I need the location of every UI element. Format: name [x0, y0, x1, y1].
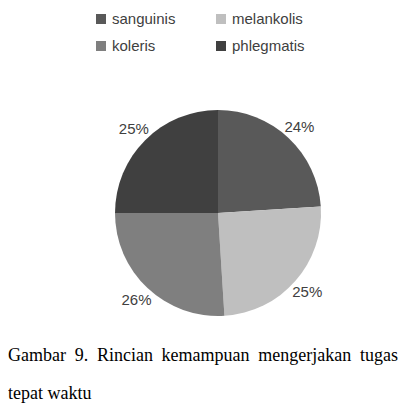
html-text:koleris: koleris	[112, 37, 156, 54]
svg-text:24%: 24%	[284, 118, 314, 135]
svg-text:25%: 25%	[292, 283, 322, 300]
svg-text:26%: 26%	[122, 291, 152, 308]
html-text:phlegmatis: phlegmatis	[232, 37, 305, 54]
svg-text:25%: 25%	[119, 120, 149, 137]
html-text:sanguinis: sanguinis	[112, 10, 176, 27]
html-text:Gambar 9. Rincian kemampuan me: Gambar 9. Rincian kemampuan mengerjakan …	[8, 345, 398, 403]
html-text:melankolis: melankolis	[232, 10, 303, 27]
